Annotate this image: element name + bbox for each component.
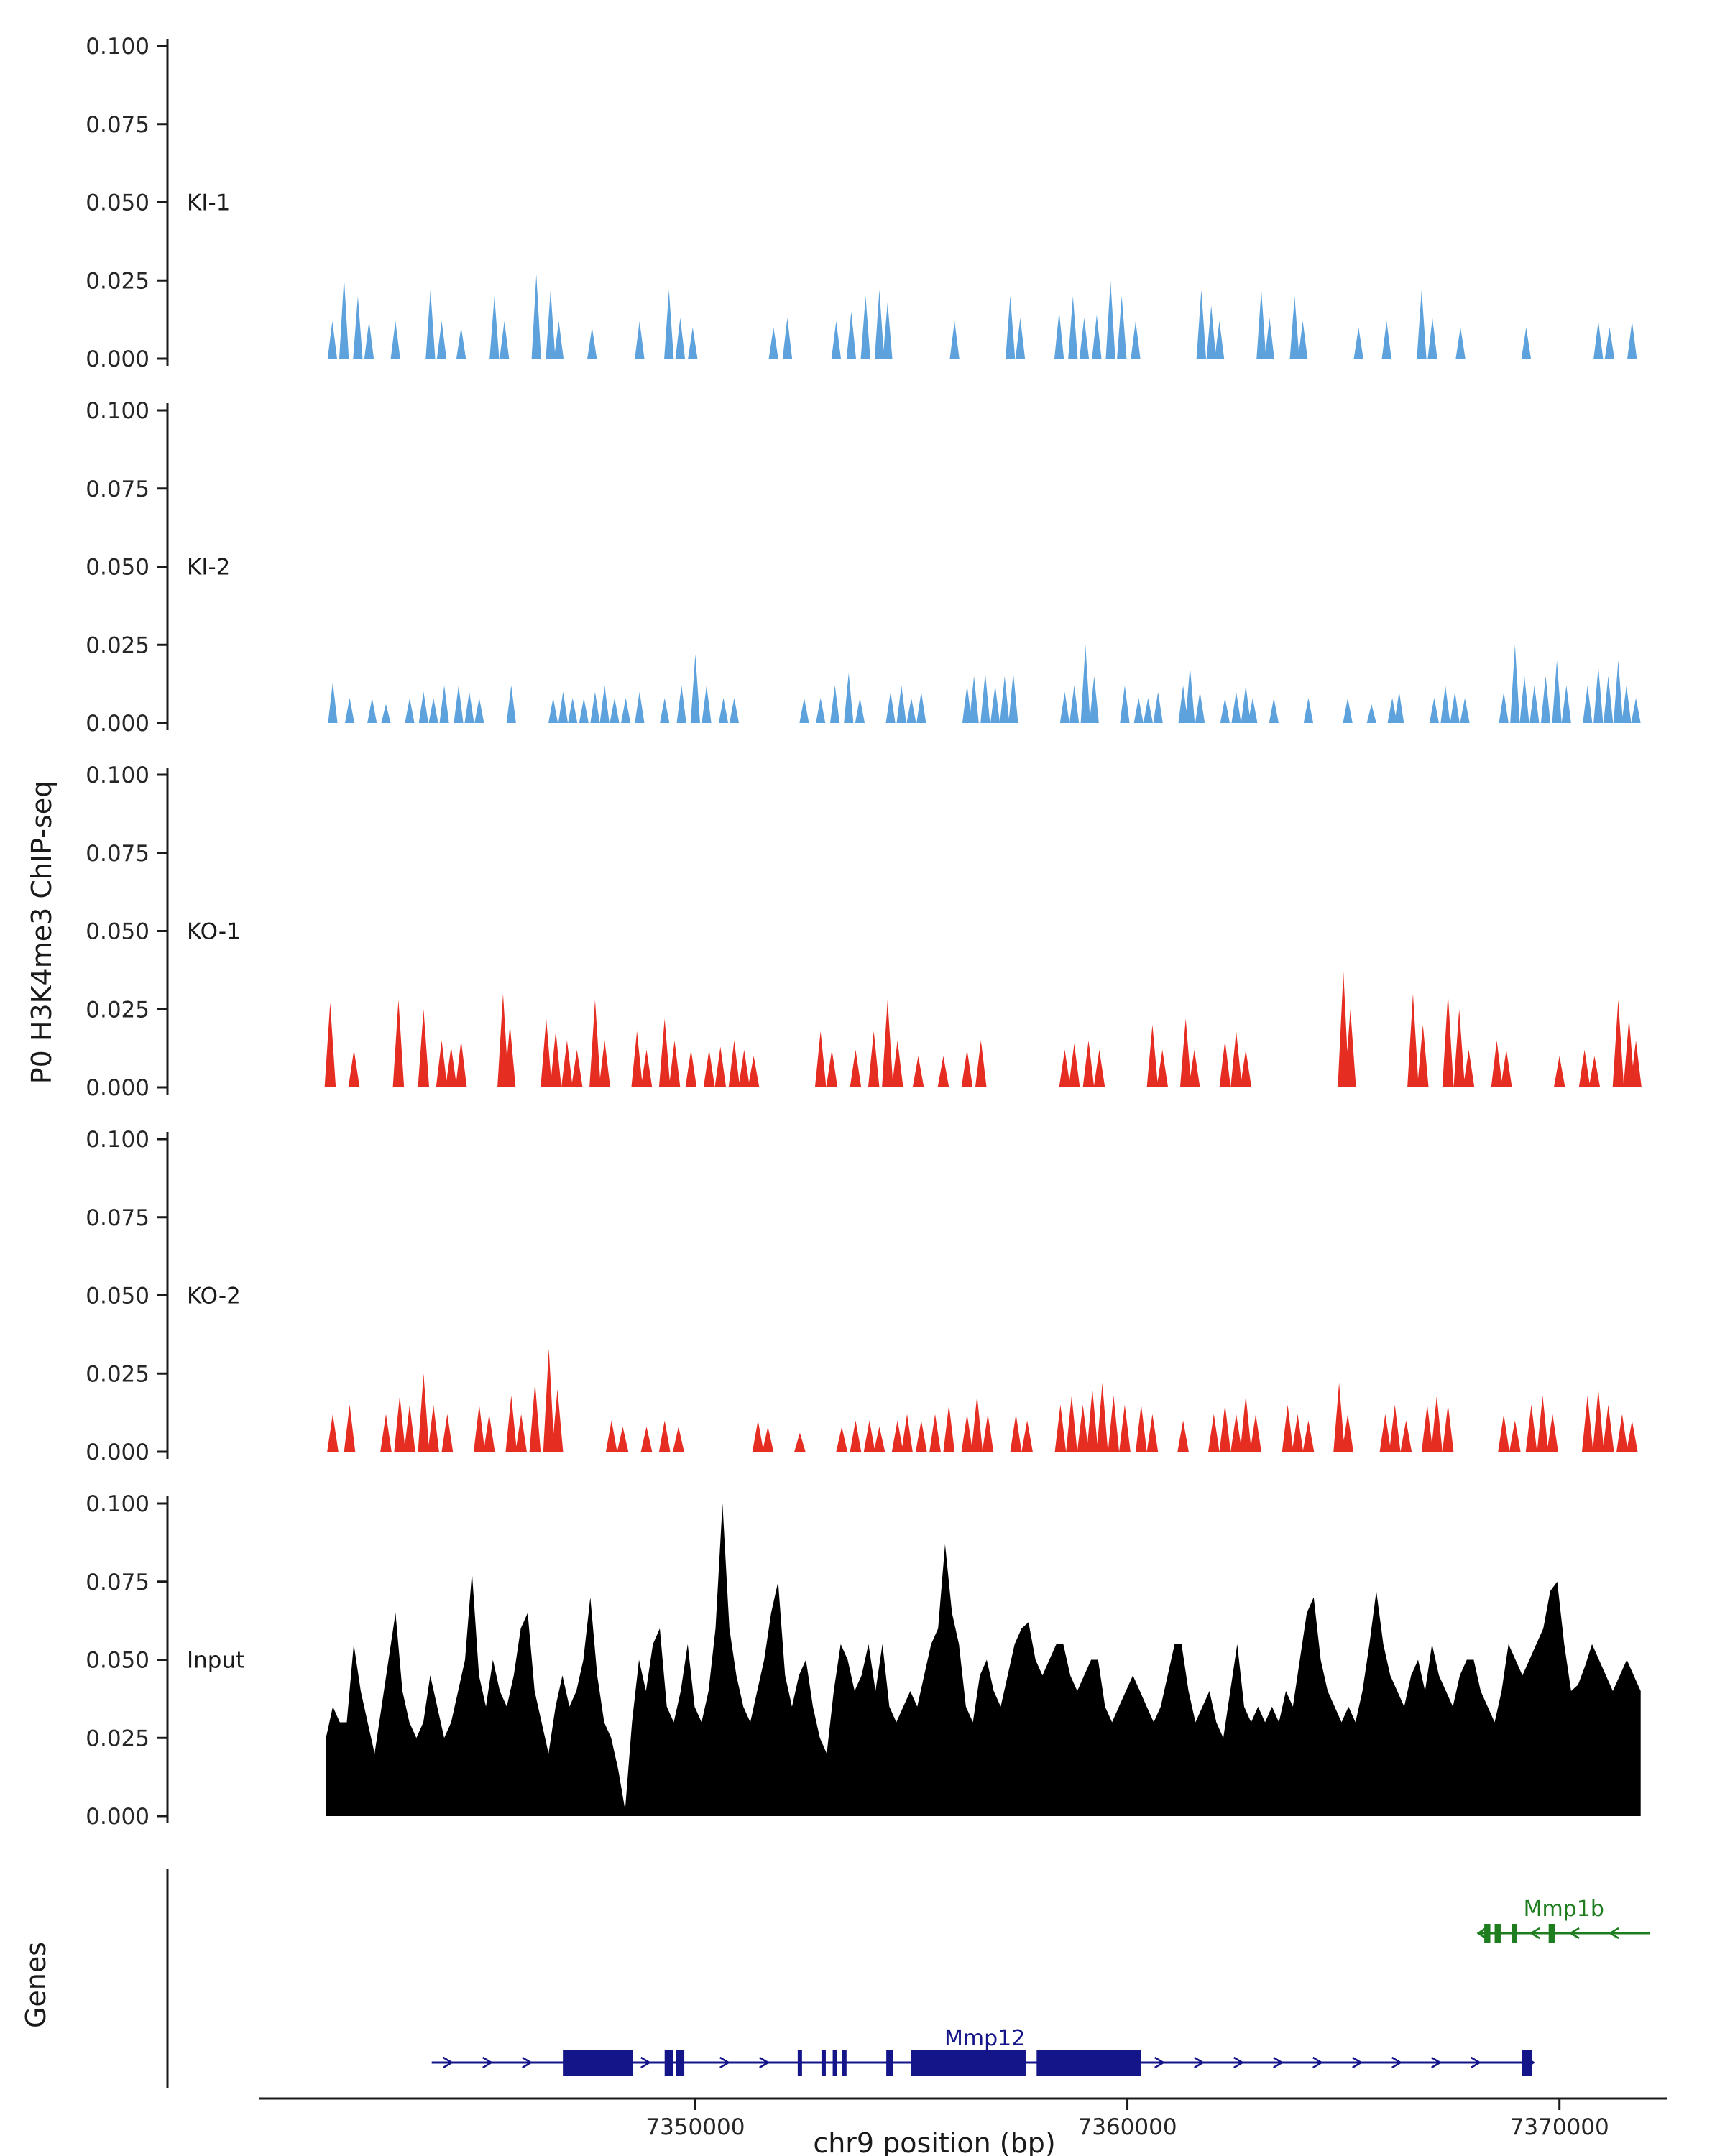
gene-exon xyxy=(832,2050,837,2076)
x-axis: 7350000 7360000 7370000 xyxy=(259,2097,1668,2140)
strand-chevron xyxy=(1431,2056,1443,2069)
track-KI-1: 0.100 0.075 0.050 0.025 0.000 KI-1 xyxy=(86,34,1637,372)
track-label: KI-2 xyxy=(187,555,230,581)
signal-area xyxy=(328,645,1641,723)
gene-exon xyxy=(1522,2050,1532,2076)
gene-label: Mmp12 xyxy=(944,2026,1025,2051)
strand-chevron xyxy=(1568,1927,1580,1940)
strand-chevron xyxy=(1608,1927,1619,1940)
y-tick-label: 0.025 xyxy=(86,1726,150,1751)
strand-chevron xyxy=(1194,2056,1205,2069)
track-KI-2: 0.100 0.075 0.050 0.025 0.000 KI-2 xyxy=(86,398,1641,737)
gene-exon xyxy=(886,2050,893,2076)
gene-exon xyxy=(1484,1924,1491,1943)
strand-chevron xyxy=(1233,2056,1245,2069)
x-tick-label: 7350000 xyxy=(645,2114,745,2140)
y-tick-label: 0.100 xyxy=(86,1127,150,1153)
y-tick-label: 0.050 xyxy=(86,190,150,216)
y-tick-label: 0.075 xyxy=(86,1570,150,1595)
y-tick-label: 0.000 xyxy=(86,1804,150,1830)
strand-chevron xyxy=(1392,2056,1403,2069)
y-tick-label: 0.025 xyxy=(86,997,150,1023)
y-tick-label: 0.025 xyxy=(86,632,150,658)
strand-chevron xyxy=(640,2056,652,2069)
gene-exon xyxy=(821,2050,826,2076)
y-tick-label: 0.075 xyxy=(86,1205,150,1231)
y-tick-label: 0.100 xyxy=(86,1491,150,1517)
signal-area xyxy=(326,1503,1641,1816)
y-tick-label: 0.000 xyxy=(86,346,150,372)
gene-exon xyxy=(797,2050,802,2076)
y-tick-label: 0.075 xyxy=(86,112,150,138)
y-tick-label: 0.100 xyxy=(86,398,150,424)
track-label: KO-1 xyxy=(187,919,241,945)
x-tick-label: 7370000 xyxy=(1510,2114,1609,2140)
strand-chevron xyxy=(443,2056,454,2069)
strand-chevron xyxy=(1529,1927,1540,1940)
gene-end-arrow xyxy=(1524,2055,1535,2070)
strand-chevron xyxy=(1154,2056,1166,2069)
strand-chevron xyxy=(522,2056,533,2069)
gene-exon xyxy=(1548,1924,1555,1943)
y-tick-label: 0.100 xyxy=(86,34,150,60)
track-label: KO-2 xyxy=(187,1284,241,1309)
x-tick-label: 7360000 xyxy=(1078,2114,1177,2140)
gene-exon xyxy=(1511,1924,1517,1943)
strand-chevron xyxy=(1273,2056,1284,2069)
y-tick-label: 0.050 xyxy=(86,1284,150,1309)
track-KO-2: 0.100 0.075 0.050 0.025 0.000 KO-2 xyxy=(86,1127,1638,1465)
strand-chevron xyxy=(759,2056,770,2069)
x-axis-title: chr9 position (bp) xyxy=(813,2127,1056,2156)
strand-chevron xyxy=(482,2056,494,2069)
gene-label: Mmp1b xyxy=(1524,1897,1604,1922)
gene-exon xyxy=(563,2050,633,2076)
gene-exon xyxy=(676,2050,685,2076)
gene-exon xyxy=(664,2050,673,2076)
y-tick-label: 0.000 xyxy=(86,1439,150,1465)
signal-area xyxy=(324,972,1642,1087)
y-tick-label: 0.000 xyxy=(86,1075,150,1101)
gene-Mmp1b: Mmp1b xyxy=(1476,1897,1650,1943)
signal-area xyxy=(327,274,1637,359)
track-Input: 0.100 0.075 0.050 0.025 0.000 Input xyxy=(86,1491,1641,1830)
y-tick-label: 0.075 xyxy=(86,476,150,502)
y-tick-label: 0.075 xyxy=(86,841,150,867)
gene-Mmp12: Mmp12 xyxy=(431,2026,1535,2076)
y-tick-label: 0.050 xyxy=(86,555,150,581)
track-label: Input xyxy=(187,1648,244,1674)
strand-chevron xyxy=(719,2056,731,2069)
gene-exon xyxy=(1494,1924,1501,1943)
y-tick-label: 0.050 xyxy=(86,919,150,945)
genes-panel: Mmp1b Mmp12 xyxy=(166,1869,1650,2088)
gene-exon xyxy=(911,2050,1026,2076)
gene-exon xyxy=(842,2050,847,2076)
strand-chevron xyxy=(1471,2056,1482,2069)
gene-end-arrow xyxy=(1476,1926,1488,1940)
y-tick-label: 0.000 xyxy=(86,711,150,737)
track-KO-1: 0.100 0.075 0.050 0.025 0.000 KO-1 xyxy=(86,763,1642,1101)
y-tick-label: 0.050 xyxy=(86,1648,150,1674)
strand-chevron xyxy=(1352,2056,1363,2069)
y-tick-label: 0.025 xyxy=(86,1361,150,1387)
gene-exon xyxy=(1036,2050,1141,2076)
strand-chevron xyxy=(1312,2056,1324,2069)
signal-area xyxy=(327,1348,1638,1452)
y-tick-label: 0.100 xyxy=(86,763,150,788)
track-label: KI-1 xyxy=(187,190,230,216)
y-tick-label: 0.025 xyxy=(86,268,150,294)
